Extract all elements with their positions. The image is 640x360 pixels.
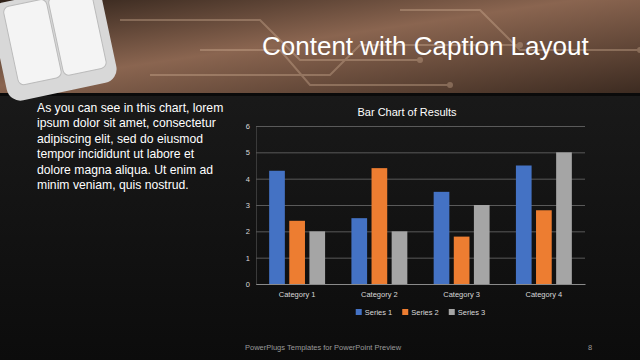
y-tick-label: 5: [246, 148, 250, 157]
bar: [289, 221, 305, 284]
bars: [269, 152, 572, 284]
grid-line: [256, 258, 585, 259]
legend-swatch: [402, 309, 408, 315]
y-tick-label: 0: [246, 280, 250, 289]
x-tick: Category 1: [279, 284, 316, 299]
x-axis-line: [257, 284, 586, 285]
legend-swatch: [356, 309, 362, 315]
bar: [351, 218, 367, 284]
x-axis: Category 1 Category 2 Category 3 Category 4: [257, 284, 586, 299]
footer: PowerPlugs Templates for PowerPoint Prev…: [245, 343, 402, 352]
bar: [269, 171, 285, 284]
y-tick-label: 1: [246, 254, 250, 263]
caption-line: tempor incididunt ut labore et: [37, 147, 195, 161]
caption: As you can see in this chart, loremipsum…: [37, 101, 223, 192]
legend-label: Series 1: [365, 308, 393, 317]
bar: [474, 205, 490, 284]
switch-base: [0, 0, 119, 103]
x-tick-label: Category 3: [443, 290, 480, 299]
y-tick: 3: [246, 201, 585, 210]
legend-label: Series 3: [458, 308, 486, 317]
grid-line: [256, 152, 585, 153]
slide: Content with Caption Layout As you can se…: [0, 0, 640, 360]
circuit-node: [637, 47, 640, 53]
y-tick: 5: [246, 148, 585, 157]
grid-line: [256, 126, 585, 127]
legend: Series 1 Series 2 Series 3: [356, 308, 486, 317]
x-tick-label: Category 1: [279, 290, 316, 299]
y-tick-label: 6: [246, 122, 250, 131]
y-tick-label: 3: [246, 201, 250, 210]
circuit-decoration: [120, 10, 640, 88]
switch-key: [48, 0, 108, 76]
caption-line: dolore magna aliqua. Ut enim ad: [37, 163, 213, 177]
y-axis: 0 1 2 3 4 5 6: [246, 122, 585, 289]
switch-icon: [0, 0, 119, 103]
bar: [516, 166, 532, 285]
banner-edge: [0, 93, 640, 96]
bar: [536, 210, 552, 284]
legend-swatch: [449, 309, 455, 315]
circuit-node: [447, 82, 453, 88]
bar: [454, 237, 470, 284]
caption-line: minim veniam, quis nostrud.: [37, 178, 189, 192]
legend-label: Series 2: [411, 308, 439, 317]
y-tick-label: 2: [246, 227, 250, 236]
chart-title: Bar Chart of Results: [357, 106, 457, 118]
x-tick-label: Category 4: [526, 290, 563, 299]
y-tick: 4: [246, 175, 585, 184]
grid-line: [256, 231, 585, 232]
grid-line: [256, 179, 585, 180]
bar: [556, 152, 572, 284]
bar: [372, 168, 388, 284]
y-tick-label: 4: [246, 175, 250, 184]
y-axis-line: [257, 127, 586, 285]
legend-item: Series 3: [449, 308, 486, 317]
bar: [309, 231, 325, 284]
caption-line: ipsum dolor sit amet, consectetur: [37, 116, 216, 130]
x-tick: Category 4: [526, 284, 563, 299]
grid-line: [256, 284, 585, 285]
page-number: 8: [588, 343, 592, 352]
y-tick: 6: [246, 122, 585, 131]
x-tick: Category 3: [443, 284, 480, 299]
bar: [392, 231, 408, 284]
x-tick: Category 2: [361, 284, 398, 299]
bar: [434, 192, 450, 284]
caption-line: As you can see in this chart, lorem: [37, 101, 223, 115]
slide-title: Content with Caption Layout: [262, 31, 589, 61]
grid-line: [256, 205, 585, 206]
caption-line: adipiscing elit, sed do eiusmod: [37, 132, 203, 146]
x-tick-label: Category 2: [361, 290, 398, 299]
legend-item: Series 1: [356, 308, 393, 317]
legend-item: Series 2: [402, 308, 439, 317]
